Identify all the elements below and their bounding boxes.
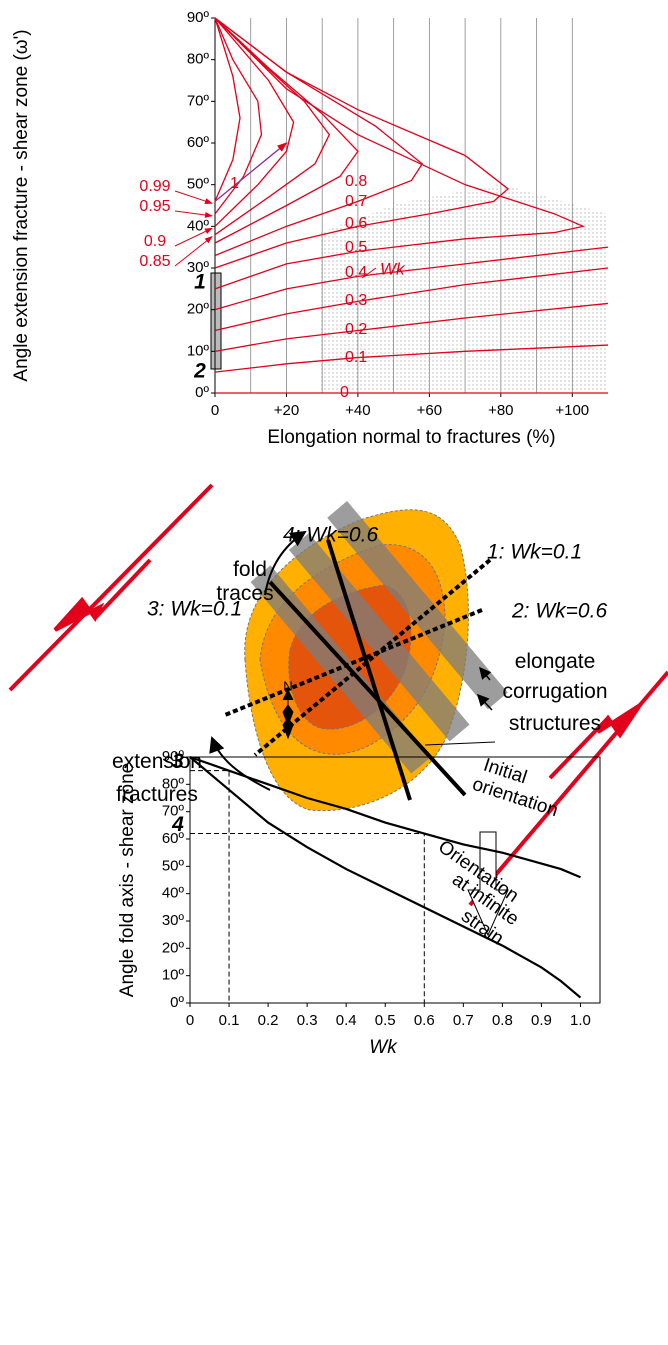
x-axis-title: Wk — [369, 1037, 398, 1058]
text-line: structures — [509, 712, 601, 735]
x-tick-label: 0 — [211, 402, 219, 419]
x-tick-label: 0.3 — [297, 1012, 318, 1029]
y-tick-label: 90º — [187, 9, 210, 26]
series-label: 0 — [340, 384, 349, 401]
series-line — [215, 18, 294, 226]
text-line: corrugation — [502, 680, 607, 703]
series-label: 0.85 — [139, 253, 170, 270]
series-label: 0.3 — [345, 292, 367, 309]
y-tick-label: 30º — [187, 259, 210, 276]
series-label: 0.99 — [139, 178, 170, 195]
x-tick-label: 0.9 — [531, 1012, 552, 1029]
y-tick-label: 80º — [162, 775, 185, 792]
trace-label: 2: Wk=0.6 — [511, 600, 607, 623]
x-tick-label: 0.2 — [258, 1012, 279, 1029]
series-label: 0.6 — [345, 215, 367, 232]
wk-label: Wk — [380, 259, 406, 278]
marker-label: 2 — [193, 360, 206, 383]
shear-boundary — [10, 485, 212, 690]
y-axis-title: Angle extension fracture - shear zone (ω… — [11, 29, 32, 381]
y-tick-label: 70º — [187, 92, 210, 109]
figure: 1 2 Wk 0º10º20º30º40º50º60º70º80º90º0+20… — [0, 0, 668, 1345]
x-tick-label: +100 — [555, 402, 589, 419]
x-tick-label: +20 — [274, 402, 299, 419]
y-tick-label: 0º — [195, 384, 209, 401]
x-tick-label: 0.5 — [375, 1012, 396, 1029]
label-pointer — [175, 191, 212, 203]
y-tick-label: 10º — [187, 342, 210, 359]
x-tick-label: 1.0 — [570, 1012, 591, 1029]
label-pointer — [175, 211, 212, 216]
x-axis-title: Elongation normal to fractures (%) — [267, 427, 555, 448]
series-label: 0.9 — [144, 233, 166, 250]
x-tick-label: 0.8 — [492, 1012, 513, 1029]
series-label: 0.4 — [345, 264, 367, 281]
guide-label: 4 — [171, 813, 184, 836]
y-tick-label: 30º — [162, 912, 185, 929]
north-label: N — [283, 678, 292, 693]
series-label: 0.2 — [345, 321, 367, 338]
series-line — [215, 18, 329, 235]
y-axis-title: Angle fold axis - shear zone — [117, 763, 138, 997]
y-tick-label: 80º — [187, 51, 210, 68]
series-label: 0.8 — [345, 173, 367, 190]
x-tick-label: 0.7 — [453, 1012, 474, 1029]
series-line — [215, 18, 240, 201]
y-tick-label: 50º — [162, 857, 185, 874]
trace-label: 3: Wk=0.1 — [147, 598, 242, 621]
y-tick-label: 20º — [162, 939, 185, 956]
guide-line — [190, 834, 424, 1003]
y-tick-label: 0º — [170, 994, 184, 1011]
series-label: 0.95 — [139, 198, 170, 215]
trace-label: 4: Wk=0.6 — [283, 524, 378, 547]
y-tick-label: 50º — [187, 176, 210, 193]
guide-label: 3 — [172, 750, 184, 773]
x-tick-label: 0 — [186, 1012, 194, 1029]
series-label: 0.5 — [345, 239, 367, 256]
text-line: fold — [233, 558, 267, 581]
x-tick-label: +60 — [417, 402, 442, 419]
x-tick-label: 0.1 — [219, 1012, 240, 1029]
series-label: 1 — [230, 175, 239, 192]
corrugation-label: elongate corrugation structures — [502, 650, 607, 735]
x-tick-label: 0.6 — [414, 1012, 435, 1029]
y-tick-label: 40º — [187, 217, 210, 234]
series-label: 0.1 — [345, 349, 367, 366]
series-label: 0.7 — [345, 193, 367, 210]
y-tick-label: 20º — [187, 301, 210, 318]
text-line: elongate — [515, 650, 596, 673]
x-tick-label: 0.4 — [336, 1012, 357, 1029]
x-tick-label: +40 — [345, 402, 370, 419]
y-tick-label: 60º — [187, 134, 210, 151]
y-tick-label: 40º — [162, 885, 185, 902]
top-chart: 1 2 Wk 0º 10º 20º 30º 40º 50º 60º 70º 80º 90º 0 +20… — [11, 9, 608, 448]
x-tick-label: +80 — [488, 402, 513, 419]
y-tick-label: 10º — [162, 967, 185, 984]
trace-label: 1: Wk=0.1 — [487, 541, 582, 564]
